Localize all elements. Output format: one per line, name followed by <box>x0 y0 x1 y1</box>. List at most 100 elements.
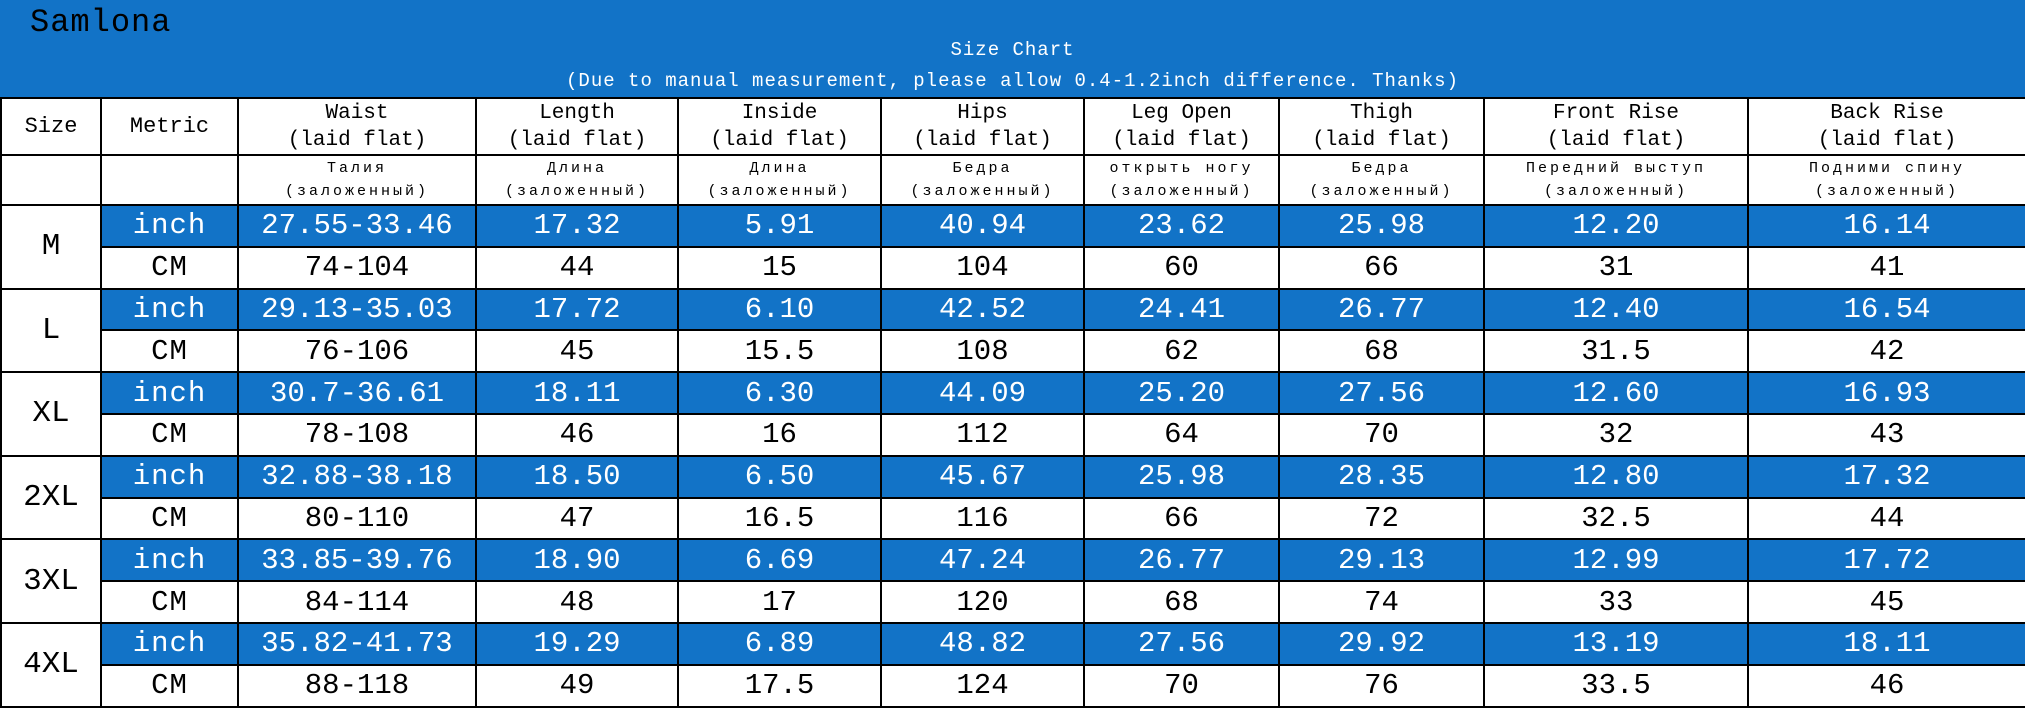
col-header-size: Size <box>0 97 102 156</box>
col-header-ru-leg-open: открыть ногу (заложенный) <box>1083 154 1280 206</box>
cell-m-cm-thigh: 66 <box>1278 245 1485 290</box>
cell-3xl-inch-leg-open: 26.77 <box>1083 538 1280 583</box>
cell-3xl-cm-waist: 84-114 <box>237 580 477 624</box>
cell-3xl-cm-hips: 120 <box>880 580 1085 624</box>
col-header-thigh: Thigh (laid flat) <box>1278 97 1485 156</box>
col-header-ru-back-rise: Подними спину (заложенный) <box>1747 154 2025 206</box>
cell-3xl-cm-length: 48 <box>475 580 679 624</box>
size-label-xl: XL <box>0 371 102 457</box>
cell-2xl-inch-front-rise: 12.80 <box>1483 454 1749 499</box>
cell-4xl-cm-front-rise: 33.5 <box>1483 663 1749 708</box>
col-header-label: Inside <box>741 101 818 125</box>
cell-3xl-cm-front-rise: 33 <box>1483 580 1749 624</box>
col-header-sublabel: (laid flat) <box>913 128 1052 152</box>
cell-4xl-cm-hips: 124 <box>880 663 1085 708</box>
cell-3xl-cm-leg-open: 68 <box>1083 580 1280 624</box>
cell-m-inch-inside: 5.91 <box>677 204 882 248</box>
cell-l-cm-front-rise: 31.5 <box>1483 329 1749 374</box>
cell-4xl-inch-hips: 48.82 <box>880 621 1085 666</box>
col-header-waist: Waist (laid flat) <box>237 97 477 156</box>
cell-3xl-inch-hips: 47.24 <box>880 538 1085 583</box>
cell-2xl-cm-length: 47 <box>475 496 679 541</box>
cell-xl-cm-leg-open: 64 <box>1083 412 1280 457</box>
cell-l-inch-hips: 42.52 <box>880 287 1085 332</box>
cell-xl-cm-hips: 112 <box>880 412 1085 457</box>
col-header-ru-label: Передний выступ <box>1525 160 1707 177</box>
size-label-m: M <box>0 204 102 290</box>
cell-4xl-cm-leg-open: 70 <box>1083 663 1280 708</box>
cell-xl-inch-thigh: 27.56 <box>1278 371 1485 415</box>
col-header-ru-sublabel: (заложенный) <box>1309 183 1454 200</box>
col-header-ru-label: Длина <box>749 160 810 177</box>
unit-label-cm: CM <box>100 580 239 624</box>
cell-2xl-cm-thigh: 72 <box>1278 496 1485 541</box>
col-header-sublabel: (laid flat) <box>1546 128 1686 152</box>
col-header-ru-sublabel: (заложенный) <box>707 183 852 200</box>
cell-3xl-inch-front-rise: 12.99 <box>1483 538 1749 583</box>
cell-m-cm-hips: 104 <box>880 245 1085 290</box>
size-label-4xl: 4XL <box>0 621 102 708</box>
col-header-hips: Hips (laid flat) <box>880 97 1085 156</box>
cell-2xl-inch-hips: 45.67 <box>880 454 1085 499</box>
cell-2xl-cm-back-rise: 44 <box>1747 496 2025 541</box>
col-header-label: Waist <box>325 101 389 125</box>
col-header-ru-front-rise: Передний выступ (заложенный) <box>1483 154 1749 206</box>
cell-xl-inch-length: 18.11 <box>475 371 679 415</box>
unit-label-cm: CM <box>100 663 239 708</box>
col-header-ru-length: Длина (заложенный) <box>475 154 679 206</box>
cell-2xl-inch-back-rise: 17.32 <box>1747 454 2025 499</box>
row-2xl-cm: CM 80-110 47 16.5 116 66 72 32.5 44 <box>1 496 2025 541</box>
cell-4xl-inch-inside: 6.89 <box>677 621 882 666</box>
row-l-cm: CM 76-106 45 15.5 108 62 68 31.5 42 <box>1 329 2025 374</box>
unit-label-inch: inch <box>100 538 239 583</box>
col-header-label: Thigh <box>1349 101 1413 125</box>
cell-2xl-cm-waist: 80-110 <box>237 496 477 541</box>
col-header-sublabel: (laid flat) <box>1112 128 1251 152</box>
cell-3xl-inch-waist: 33.85-39.76 <box>237 538 477 583</box>
row-3xl-inch: 3XL inch 33.85-39.76 18.90 6.69 47.24 26.77 29.… <box>0 538 2025 624</box>
col-header-metric-empty <box>100 154 239 206</box>
cell-l-inch-back-rise: 16.54 <box>1747 287 2025 332</box>
unit-label-cm: CM <box>100 329 239 374</box>
cell-xl-cm-front-rise: 32 <box>1483 412 1749 457</box>
cell-2xl-cm-front-rise: 32.5 <box>1483 496 1749 541</box>
col-header-ru-sublabel: (заложенный) <box>504 183 650 200</box>
col-header-ru-hips: Бедра (заложенный) <box>880 154 1085 206</box>
cell-2xl-cm-leg-open: 66 <box>1083 496 1280 541</box>
cell-xl-inch-front-rise: 12.60 <box>1483 371 1749 415</box>
cell-3xl-cm-thigh: 74 <box>1278 580 1485 624</box>
cell-l-cm-thigh: 68 <box>1278 329 1485 374</box>
cell-4xl-inch-waist: 35.82-41.73 <box>237 621 477 666</box>
cell-xl-cm-waist: 78-108 <box>237 412 477 457</box>
size-label-l: L <box>0 287 102 374</box>
col-header-ru-sublabel: (заложенный) <box>910 183 1055 200</box>
row-3xl-cm: CM 84-114 48 17 120 68 74 33 45 <box>1 580 2025 624</box>
cell-xl-inch-back-rise: 16.93 <box>1747 371 2025 415</box>
cell-l-inch-thigh: 26.77 <box>1278 287 1485 332</box>
col-header-label: Hips <box>957 101 1008 125</box>
cell-4xl-cm-thigh: 76 <box>1278 663 1485 708</box>
unit-label-cm: CM <box>100 412 239 457</box>
header-row-ru: Талия (заложенный) Длина (заложенный) Длина (… <box>0 154 2025 206</box>
col-header-metric: Metric <box>100 97 239 156</box>
cell-m-inch-length: 17.32 <box>475 204 679 248</box>
cell-m-inch-front-rise: 12.20 <box>1483 204 1749 248</box>
col-header-ru-label: Бедра <box>952 160 1013 177</box>
col-header-ru-inside: Длина (заложенный) <box>677 154 882 206</box>
row-4xl-inch: 4XL inch 35.82-41.73 19.29 6.89 48.82 27.56 29.… <box>0 621 2025 708</box>
cell-4xl-inch-thigh: 29.92 <box>1278 621 1485 666</box>
cell-4xl-inch-back-rise: 18.11 <box>1747 621 2025 666</box>
col-header-ru-label: Талия <box>326 160 387 177</box>
cell-2xl-inch-length: 18.50 <box>475 454 679 499</box>
cell-m-cm-back-rise: 41 <box>1747 245 2025 290</box>
cell-xl-cm-back-rise: 43 <box>1747 412 2025 457</box>
size-label-2xl: 2XL <box>0 454 102 541</box>
col-header-label: Leg Open <box>1131 101 1232 125</box>
cell-m-cm-inside: 15 <box>677 245 882 290</box>
cell-m-inch-leg-open: 23.62 <box>1083 204 1280 248</box>
brand-name: Samlona <box>30 4 172 41</box>
cell-2xl-inch-inside: 6.50 <box>677 454 882 499</box>
